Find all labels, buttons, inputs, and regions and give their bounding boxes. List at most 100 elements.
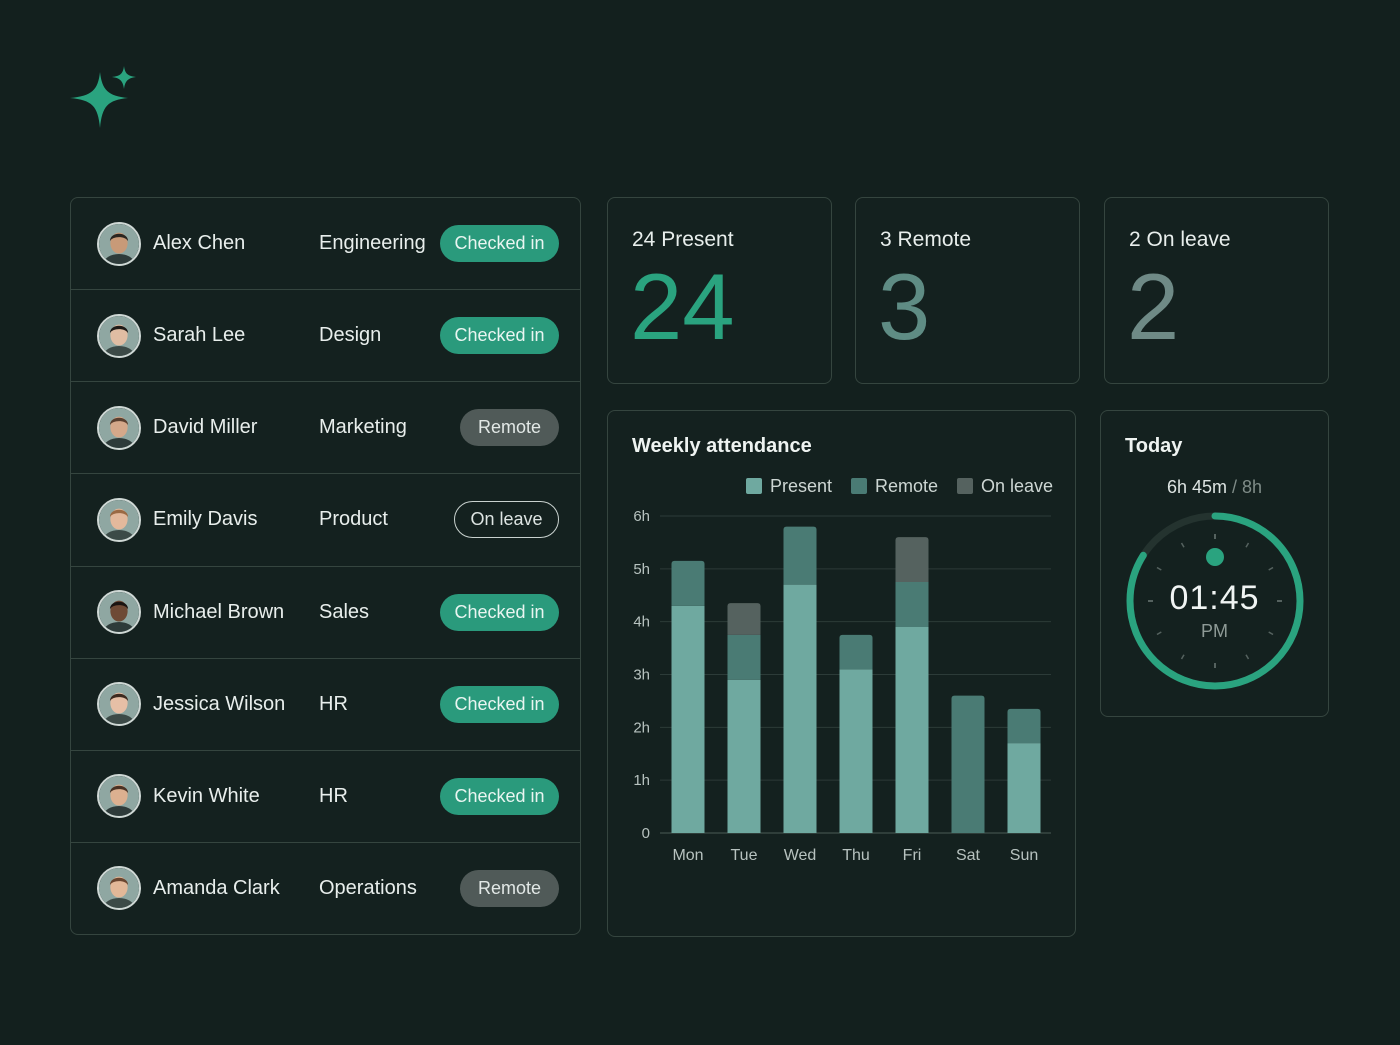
legend-label: Remote: [875, 476, 938, 496]
weekly-attendance-card: 0 1h 2h 3h 4h 5h 6h Mon Tue Wed Thu Fri Sat Sun Presen…: [607, 410, 1076, 937]
employee-department: Sales: [319, 600, 370, 623]
x-tick-label: Sun: [1010, 847, 1038, 864]
bar-segment-remote: [839, 634, 873, 670]
employee-row[interactable]: Amanda Clark Operations Remote: [71, 843, 580, 934]
employee-department: Marketing: [319, 416, 407, 439]
y-tick-label: 1h: [633, 772, 650, 789]
clock-ticks: [1148, 534, 1282, 668]
chart-title: Weekly attendance: [632, 435, 812, 457]
sparkle-logo-icon: [70, 66, 136, 128]
x-tick-label: Mon: [672, 847, 703, 864]
progress-ring-arc: [1126, 512, 1304, 690]
x-tick-label: Fri: [903, 847, 922, 864]
employee-name: Michael Brown: [153, 600, 285, 623]
employee-row[interactable]: Kevin White HR Checked in: [71, 751, 580, 843]
y-tick-label: 2h: [633, 719, 650, 736]
bar-segment-present: [727, 679, 761, 833]
clock-tick: [1180, 654, 1185, 660]
weekly-attendance-chart: 0 1h 2h 3h 4h 5h 6h Mon Tue Wed Thu Fri Sat Sun Presen…: [633, 476, 1053, 864]
today-card: Today 6h 45m / 8h 01:45 PM: [1100, 410, 1329, 717]
employee-row[interactable]: Alex Chen Engineering Checked in: [71, 198, 580, 291]
status-badge[interactable]: Remote: [460, 869, 559, 907]
legend-swatch: [746, 478, 762, 494]
present-stat-label: 24 Present: [632, 228, 734, 251]
hours-separator: /: [1232, 477, 1238, 497]
status-badge[interactable]: Checked in: [440, 593, 559, 631]
employee-department: HR: [319, 784, 348, 807]
bar-segment-on-leave: [895, 537, 929, 583]
bar-segment-remote: [727, 634, 761, 680]
bar-segment-remote: [951, 695, 985, 833]
avatar: [97, 405, 141, 450]
status-badge[interactable]: Checked in: [440, 777, 559, 815]
bar-segment-present: [783, 584, 817, 833]
y-tick-label: 6h: [633, 508, 650, 525]
employee-department: Design: [319, 324, 382, 347]
remote-stat-value: 3: [878, 254, 931, 359]
employee-row[interactable]: Emily Davis Product On leave: [71, 474, 580, 567]
status-badge[interactable]: Checked in: [440, 317, 559, 355]
legend-label: Present: [770, 476, 832, 496]
employee-department: HR: [319, 692, 348, 715]
present-stat-card[interactable]: 24 Present 24: [607, 197, 832, 384]
avatar: [97, 590, 141, 635]
employee-row[interactable]: Michael Brown Sales Checked in: [71, 567, 580, 659]
legend-label: On leave: [981, 476, 1053, 496]
employee-row[interactable]: Sarah Lee Design Checked in: [71, 290, 580, 383]
avatar: [97, 221, 141, 266]
bar-segment-remote: [895, 582, 929, 627]
hours-target: 8h: [1242, 477, 1263, 497]
clock-tick: [1156, 566, 1162, 571]
employee-name: Alex Chen: [153, 232, 246, 255]
employee-department: Engineering: [319, 232, 426, 255]
clock-time: 01:45: [1169, 579, 1260, 617]
clock-indicator-icon: [1206, 548, 1224, 566]
avatar: [97, 866, 141, 911]
progress-clock-ring: [1126, 512, 1304, 690]
x-tick-label: Tue: [731, 847, 758, 864]
clock-tick: [1156, 631, 1162, 636]
bar-segment-present: [671, 605, 705, 833]
employee-name: Amanda Clark: [153, 876, 280, 899]
bar-segment-present: [1007, 743, 1041, 833]
y-tick-label: 3h: [633, 667, 650, 684]
employee-list: Alex Chen Engineering Checked in Sarah Lee D…: [70, 197, 581, 935]
y-tick-label: 0: [642, 825, 650, 842]
clock-tick: [1245, 542, 1250, 548]
today-title: Today: [1125, 435, 1183, 457]
status-badge[interactable]: Checked in: [440, 685, 559, 723]
status-badge[interactable]: Remote: [460, 409, 559, 447]
bar-segment-remote: [783, 526, 817, 585]
remote-stat-card[interactable]: 3 Remote 3: [855, 197, 1080, 384]
employee-department: Operations: [319, 876, 417, 899]
x-tick-label: Thu: [842, 847, 870, 864]
on-leave-stat-card[interactable]: 2 On leave 2: [1104, 197, 1329, 384]
avatar: [97, 313, 141, 358]
employee-department: Product: [319, 508, 388, 531]
employee-name: Emily Davis: [153, 508, 258, 531]
clock-ampm: PM: [1201, 621, 1228, 641]
y-tick-label: 5h: [633, 561, 650, 578]
on-leave-stat-label: 2 On leave: [1129, 228, 1231, 251]
bar-segment-remote: [1007, 708, 1041, 744]
employee-name: Kevin White: [153, 784, 260, 807]
bar-segment-remote: [671, 560, 705, 606]
clock-tick: [1245, 654, 1250, 660]
on-leave-stat-value: 2: [1127, 254, 1180, 359]
x-tick-label: Wed: [784, 847, 817, 864]
remote-stat-label: 3 Remote: [880, 228, 972, 251]
status-badge[interactable]: On leave: [454, 501, 559, 539]
legend-swatch: [957, 478, 973, 494]
employee-row[interactable]: David Miller Marketing Remote: [71, 382, 580, 475]
bar-segment-present: [895, 626, 929, 833]
hours-worked: 6h 45m / 8h: [1101, 477, 1328, 498]
employee-row[interactable]: Jessica Wilson HR Checked in: [71, 659, 580, 751]
employee-name: David Miller: [153, 416, 258, 439]
present-stat-value: 24: [630, 254, 735, 359]
hours-worked-value: 6h 45m: [1166, 477, 1227, 497]
clock-tick: [1268, 631, 1274, 636]
employee-name: Jessica Wilson: [153, 692, 286, 715]
avatar: [97, 682, 141, 727]
status-badge[interactable]: Checked in: [440, 225, 559, 263]
bar-segment-present: [839, 669, 873, 833]
